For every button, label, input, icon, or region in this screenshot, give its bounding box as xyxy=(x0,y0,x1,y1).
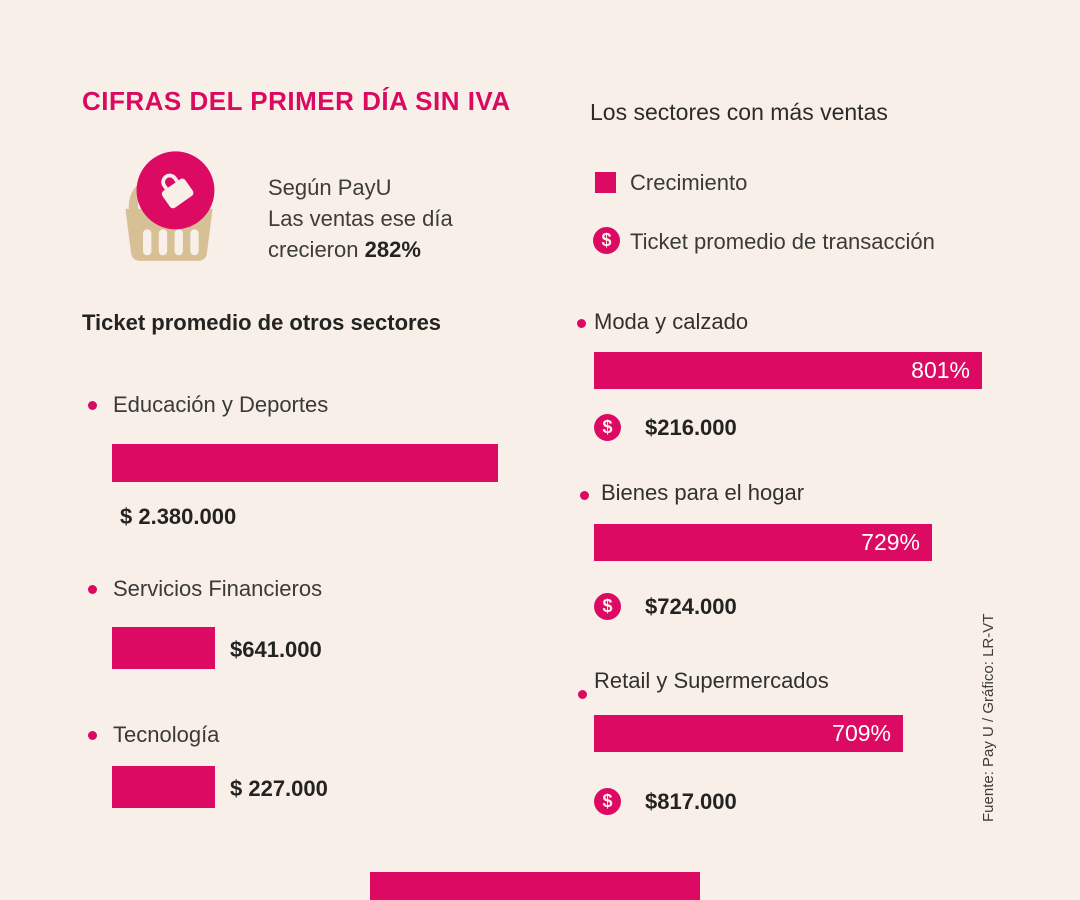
bullet-icon xyxy=(88,401,97,410)
right-bar-retail: 709% xyxy=(594,715,903,752)
legend-growth-label: Crecimiento xyxy=(630,170,748,195)
left-item-label: Educación y Deportes xyxy=(113,392,329,417)
legend-ticket-label: Ticket promedio de transacción xyxy=(630,229,935,254)
right-item-label: Moda y calzado xyxy=(594,309,749,334)
left-bar-educacion xyxy=(112,444,498,482)
growth-value: 801% xyxy=(911,357,970,383)
ticket-value: $216.000 xyxy=(645,415,737,440)
right-bar-hogar: 729% xyxy=(594,524,932,561)
bottom-accent-bar xyxy=(370,872,700,900)
left-item-value: $ 227.000 xyxy=(230,776,328,801)
left-item-value: $ 2.380.000 xyxy=(120,504,237,529)
legend-growth-swatch xyxy=(595,172,616,193)
right-bar-moda: 801% xyxy=(594,352,982,389)
right-item-label: Bienes para el hogar xyxy=(601,480,805,505)
hero-caption: Según PayU Las ventas ese día crecieron … xyxy=(268,172,453,265)
dollar-circle-icon: $ xyxy=(593,227,620,254)
bullet-icon xyxy=(577,319,586,328)
bullet-icon xyxy=(580,491,589,500)
left-item-value: $641.000 xyxy=(230,637,322,662)
main-title: CIFRAS DEL PRIMER DÍA SIN IVA xyxy=(82,86,511,116)
ticket-value: $724.000 xyxy=(645,594,737,619)
right-item-label: Retail y Supermercados xyxy=(594,668,829,693)
dollar-circle-icon: $ xyxy=(594,414,621,441)
ticket-value: $817.000 xyxy=(645,789,737,814)
growth-value: 709% xyxy=(832,720,891,746)
source-credit: Fuente: Pay U / Gráfico: LR-VT xyxy=(980,613,997,822)
growth-value: 729% xyxy=(861,529,920,555)
dollar-circle-icon: $ xyxy=(594,788,621,815)
right-chart-title: Los sectores con más ventas xyxy=(590,99,888,125)
left-bar-tecnologia xyxy=(112,766,215,808)
shopping-basket-icon xyxy=(125,151,215,261)
bullet-icon xyxy=(88,585,97,594)
left-chart-subtitle: Ticket promedio de otros sectores xyxy=(82,310,442,335)
bullet-icon xyxy=(578,690,587,699)
hero-growth-value: 282% xyxy=(364,237,421,262)
dollar-circle-icon: $ xyxy=(594,593,621,620)
left-item-label: Tecnología xyxy=(113,722,220,747)
hero-line2: Las ventas ese día xyxy=(268,206,453,231)
hero-line3: crecieron 282% xyxy=(268,237,421,262)
left-bar-servicios xyxy=(112,627,215,669)
bullet-icon xyxy=(88,731,97,740)
hero-source-line: Según PayU xyxy=(268,175,392,200)
left-item-label: Servicios Financieros xyxy=(113,576,323,601)
